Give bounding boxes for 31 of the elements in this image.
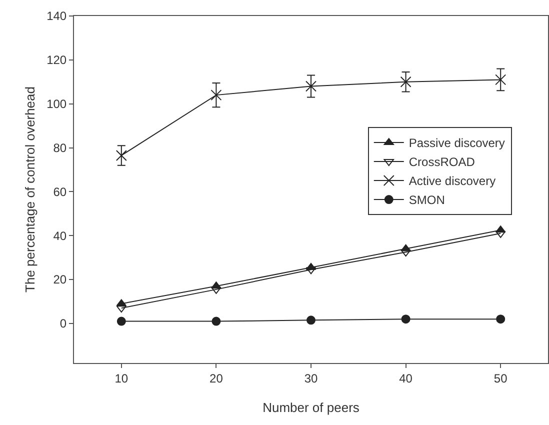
x-axis-title: Number of peers — [262, 400, 360, 415]
y-tick-label: 60 — [53, 184, 67, 199]
point — [306, 80, 316, 92]
y-tick-label: 20 — [53, 272, 67, 287]
legend-label: SMON — [408, 193, 445, 208]
x-tick-label: 10 — [114, 371, 128, 386]
point — [496, 314, 506, 324]
x-tick-label: 20 — [210, 371, 224, 386]
y-tick-label: 40 — [53, 228, 67, 243]
point — [400, 76, 412, 88]
y-tick-label: 120 — [46, 53, 67, 68]
point — [211, 286, 222, 294]
y-tick-label: 140 — [46, 9, 67, 24]
point — [210, 90, 222, 101]
x-tick-label: 50 — [494, 371, 508, 386]
point — [116, 150, 127, 161]
x-tick-label: 40 — [399, 371, 413, 386]
point — [116, 316, 126, 326]
point — [400, 250, 411, 257]
point — [306, 316, 316, 325]
y-tick-label: 100 — [46, 97, 67, 112]
y-tick-label: 80 — [53, 140, 67, 155]
x-tick-label: 30 — [304, 371, 318, 386]
y-axis-title: The percentage of control overhead — [22, 86, 38, 292]
legend-label: CrossROAD — [408, 155, 476, 170]
point — [401, 314, 410, 324]
point — [212, 316, 221, 326]
point — [495, 74, 506, 86]
legend-label: Active discovery — [408, 174, 496, 188]
legend-label: Passive discovery — [408, 136, 505, 150]
y-tick-label: 0 — [60, 316, 67, 331]
